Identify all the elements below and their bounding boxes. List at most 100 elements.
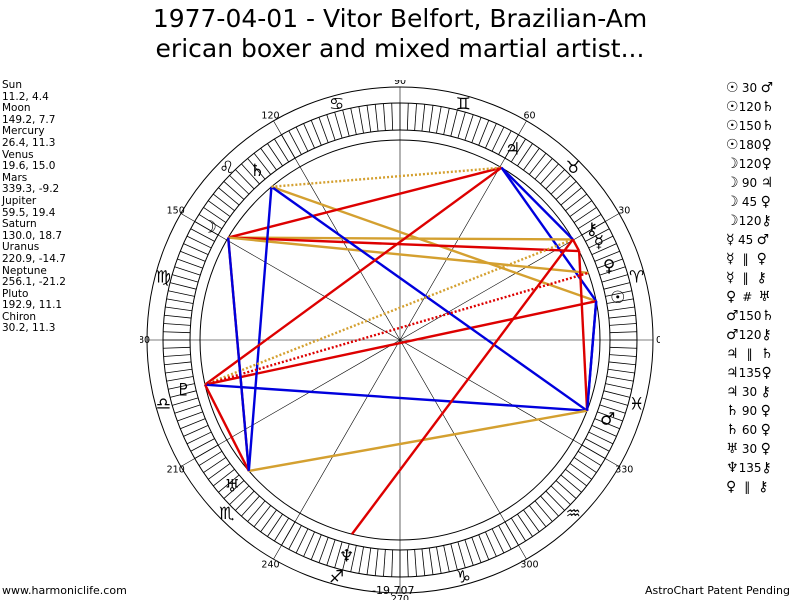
degree-tick — [267, 143, 283, 167]
degree-tick — [163, 331, 191, 334]
aspect-type: 90 — [741, 176, 758, 190]
planet-values: 220.9, -14.7 — [2, 252, 66, 265]
planet-values: 26.4, 11.3 — [2, 136, 56, 149]
degree-tick — [601, 397, 628, 406]
aspect-line — [204, 271, 589, 386]
degree-tick — [235, 490, 255, 511]
aspect-line — [270, 185, 588, 412]
degree-tick — [295, 528, 309, 554]
degree-tick — [436, 546, 442, 574]
chart-title-line-2: erican boxer and mixed martial artist... — [155, 34, 645, 63]
aspect-row: ☉120♄ — [726, 99, 774, 116]
aspect-planet-2: ♀ — [760, 194, 771, 210]
aspect-row: ☿ 45 ♂ — [726, 232, 769, 249]
aspect-planet-1: ♃ — [726, 384, 739, 400]
aspect-line — [228, 236, 589, 275]
degree-tick — [577, 450, 602, 466]
aspect-planet-2: ♀ — [760, 403, 771, 419]
aspect-planet-1: ♅ — [726, 441, 739, 457]
degree-tick — [358, 106, 364, 134]
degree-tick — [545, 490, 565, 511]
degree-tick — [528, 152, 547, 175]
degree-tick — [350, 545, 357, 572]
planet-name: Mars — [2, 171, 28, 184]
house-spoke — [399, 339, 620, 467]
degree-tick — [599, 266, 626, 276]
house-spoke — [273, 120, 401, 341]
degree-tick — [588, 235, 614, 249]
aspect-planet-2: ⚷ — [761, 460, 772, 476]
degree-tick — [510, 517, 526, 542]
degree-tick — [203, 457, 227, 473]
aspect-type: 150 — [738, 119, 762, 133]
degree-tick — [183, 243, 209, 255]
aspect-line — [204, 166, 503, 386]
degree-tick — [485, 123, 497, 149]
degree-tick — [168, 290, 195, 297]
house-spoke — [180, 213, 401, 341]
aspect-row: ☿ ‖ ♀ — [726, 251, 767, 268]
degree-tick — [471, 537, 482, 563]
aspect-type: 120 — [738, 100, 762, 114]
degree-label: 330 — [615, 465, 633, 476]
planet-glyph-icon: ♄ — [250, 161, 265, 181]
planet-values: 130.0, 18.7 — [2, 229, 63, 242]
degree-tick — [169, 390, 197, 398]
degree-tick — [597, 411, 623, 422]
degree-tick — [414, 103, 417, 131]
aspect-row: ☉150♄ — [726, 118, 774, 135]
aspect-line — [271, 166, 502, 188]
degree-tick — [172, 274, 199, 283]
astro-wheel: 90 120 150 180 210 240 270 300 330 0 30 60 ♈ ♉ ♊ ♋ ♌ ♍ ♎ ♏ ♐… — [140, 80, 660, 600]
aspect-type: ‖ — [744, 480, 751, 494]
aspect-planet-2: ♃ — [760, 175, 774, 191]
degree-tick — [223, 480, 245, 499]
degree-tick — [565, 468, 588, 487]
aspect-row: ☉180♀ — [726, 137, 772, 154]
aspect-planet-2: ♀ — [761, 365, 772, 381]
house-spoke — [273, 339, 401, 560]
degree-tick — [591, 243, 617, 255]
chart-title-line-1: 1977-04-01 - Vitor Belfort, Brazilian-Am — [152, 4, 648, 33]
degree-tick — [577, 214, 602, 230]
zodiac-sign-icon: ♓ — [629, 394, 644, 414]
aspect-line — [228, 236, 580, 253]
zodiac-sign-icon: ♑ — [456, 568, 471, 588]
degree-tick — [599, 404, 626, 414]
degree-label: 270 — [391, 594, 409, 600]
planet-glyph-icon: ☿ — [594, 232, 604, 252]
degree-tick — [464, 114, 474, 141]
degree-tick — [358, 546, 364, 574]
aspect-row: ☽ 90 ♃ — [726, 175, 773, 192]
degree-tick — [247, 500, 266, 522]
aspect-line — [247, 186, 273, 472]
degree-tick — [235, 169, 255, 190]
aspect-line — [577, 251, 589, 411]
degree-tick — [218, 474, 240, 493]
degree-tick — [605, 290, 632, 297]
degree-tick — [180, 250, 206, 262]
aspect-line — [204, 238, 574, 386]
degree-tick — [383, 549, 386, 577]
degree-tick — [310, 534, 322, 560]
degree-tick — [603, 282, 631, 290]
aspect-planet-2: ♀ — [760, 441, 771, 457]
planet-values: 11.2, 4.4 — [2, 90, 49, 103]
aspect-row: ☽ 45 ♀ — [726, 194, 771, 211]
degree-tick — [260, 148, 277, 171]
degree-tick — [534, 500, 553, 522]
degree-tick — [428, 105, 434, 133]
degree-tick — [421, 548, 426, 576]
zodiac-sign-icon: ♋ — [329, 94, 344, 114]
aspect-line — [227, 237, 251, 472]
planet-glyph-icon: ♀ — [603, 257, 615, 277]
degree-tick — [223, 181, 245, 200]
degree-tick — [603, 390, 631, 398]
degree-tick — [253, 505, 272, 528]
degree-tick — [366, 105, 372, 133]
degree-tick — [605, 383, 632, 390]
house-spoke — [180, 339, 401, 467]
degree-label: 300 — [520, 559, 538, 570]
aspect-line — [227, 166, 502, 239]
aspect-line — [248, 409, 588, 473]
